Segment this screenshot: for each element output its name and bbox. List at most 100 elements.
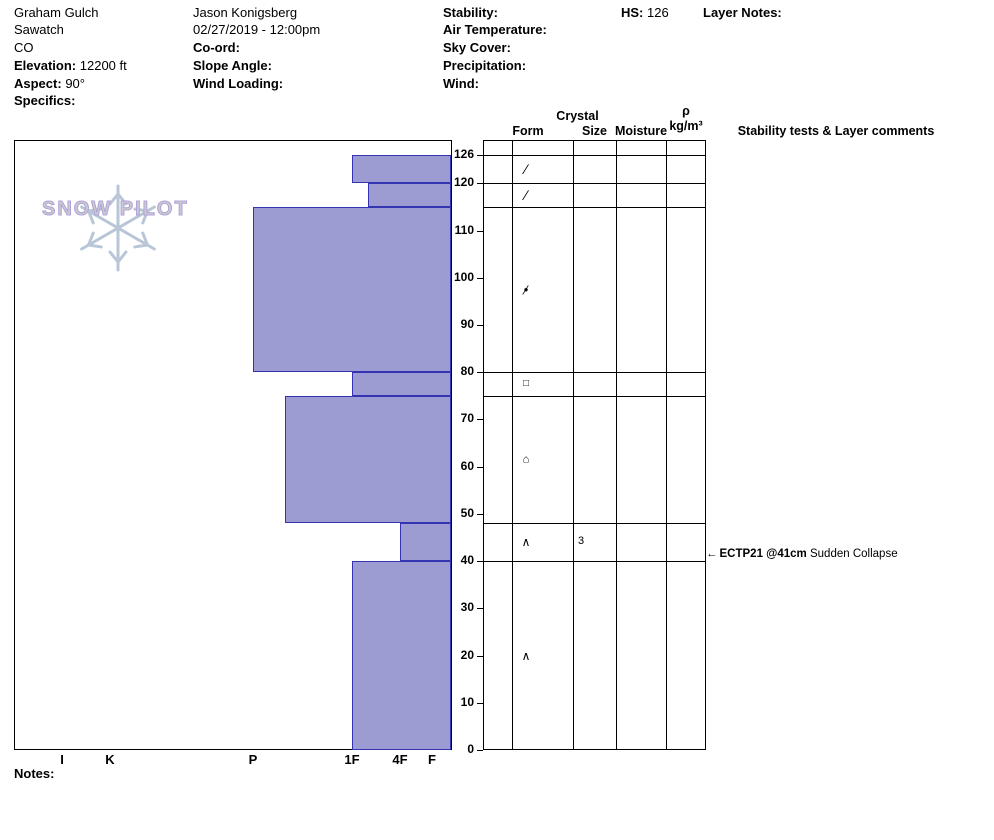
depth-tick-label: 10	[460, 694, 474, 709]
crystal-group-header: Crystal	[556, 109, 599, 123]
specifics-label: Specifics:	[14, 93, 76, 108]
depth-tick-label: 0	[467, 742, 474, 756]
wind-loading-label: Wind Loading:	[193, 76, 284, 91]
depth-tick	[477, 655, 483, 657]
grain-form-symbol: □	[514, 375, 538, 393]
depth-tick	[477, 513, 483, 515]
stability-row: Stability:	[443, 5, 498, 21]
pit-name: Graham Gulch	[14, 5, 99, 20]
observer-name: Jason Konigsberg	[193, 5, 298, 20]
comments-column-header: Stability tests & Layer comments	[737, 124, 935, 138]
grain-glyph: ⌂	[522, 453, 530, 466]
slope-angle-label: Slope Angle:	[193, 58, 272, 73]
depth-tick-label: 40	[460, 553, 474, 568]
hs-label: HS:	[621, 5, 644, 20]
depth-tick	[477, 419, 483, 421]
grain-glyph: □	[522, 378, 530, 390]
stability-label: Stability:	[443, 5, 498, 20]
hardness-axis-label: I	[60, 752, 64, 767]
depth-tick-label: 120	[453, 175, 474, 190]
hardness-axis-label: 1F	[344, 752, 360, 767]
snowpilot-logo: SNOW PILOT	[40, 182, 215, 278]
coord-label: Co-ord:	[193, 40, 240, 55]
grain-glyph: ∕	[524, 161, 528, 178]
coord-row: Co-ord:	[193, 40, 240, 56]
depth-tick	[477, 277, 483, 279]
depth-tick	[477, 155, 483, 156]
depth-tick-label: 30	[460, 600, 474, 615]
depth-tick	[477, 325, 483, 326]
sky-cover-row: Sky Cover:	[443, 40, 511, 56]
depth-tick-label: 80	[460, 364, 474, 379]
snow-layer-bar	[368, 183, 451, 207]
test-arrow-icon: ←	[706, 548, 718, 561]
grain-form-symbol: ⌂	[514, 451, 538, 469]
snow-layer-bar	[352, 372, 451, 396]
depth-tick	[477, 466, 483, 468]
logo-text: SNOW PILOT	[42, 198, 189, 221]
depth-tick	[477, 750, 483, 751]
moisture-column-header: Moisture	[614, 124, 668, 138]
column-divider	[616, 141, 617, 749]
depth-tick-label: 70	[460, 411, 474, 426]
depth-tick	[477, 702, 483, 704]
snow-layer-bar	[352, 155, 451, 184]
precipitation-row: Precipitation:	[443, 58, 526, 74]
density-unit-header: kg/m³	[669, 119, 703, 133]
elevation-row: Elevation: 12200 ft	[14, 58, 127, 74]
snow-layer-bar	[253, 206, 451, 373]
depth-tick-label: 110	[454, 222, 474, 237]
hardness-axis-label: 4F	[392, 752, 408, 767]
snow-layer-bar	[352, 561, 451, 750]
hardness-axis-label: P	[248, 752, 258, 767]
depth-tick	[477, 230, 483, 232]
layer-boundary-line	[483, 206, 706, 208]
depth-tick-label: 20	[460, 647, 474, 662]
depth-tick-label: 50	[460, 505, 474, 520]
sky-cover-label: Sky Cover:	[443, 40, 511, 55]
grain-glyph: ∕	[524, 282, 528, 298]
grain-glyph: ∕	[524, 187, 528, 204]
layer-boundary-line	[483, 523, 706, 525]
test-label: ECTP21 @41cm	[719, 548, 807, 561]
form-column-header: Form	[512, 124, 544, 138]
layer-boundary-line	[483, 372, 706, 374]
air-temperature-row: Air Temperature:	[443, 22, 547, 38]
snowflake-icon	[80, 184, 156, 272]
layer-notes-row: Layer Notes:	[703, 5, 782, 21]
layer-boundary-line	[483, 155, 706, 156]
hs-row: HS: 126	[621, 5, 669, 21]
aspect-label: Aspect:	[14, 76, 62, 91]
layer-notes-label: Layer Notes:	[703, 5, 782, 20]
elevation-value: 12200 ft	[79, 58, 127, 73]
grain-form-symbol: ∕	[514, 160, 538, 178]
grain-glyph: ∧	[521, 535, 531, 550]
observation-datetime: 02/27/2019 - 12:00pm	[193, 22, 321, 37]
notes-label: Notes:	[14, 766, 55, 781]
wind-row: Wind:	[443, 76, 479, 92]
layer-boundary-line	[483, 561, 706, 563]
wind-label: Wind:	[443, 76, 479, 91]
depth-tick	[477, 608, 483, 610]
wind-loading-row: Wind Loading:	[193, 76, 283, 92]
air-temperature-label: Air Temperature:	[443, 22, 547, 37]
grain-form-symbol: ∕	[514, 186, 538, 204]
column-divider	[512, 141, 513, 749]
column-divider	[573, 141, 574, 749]
depth-tick	[477, 561, 483, 563]
depth-tick-label: 90	[460, 317, 474, 331]
slope-angle-row: Slope Angle:	[193, 58, 272, 74]
hs-value: 126	[647, 5, 669, 20]
hardness-axis-label: F	[428, 752, 436, 767]
specifics-row: Specifics:	[14, 93, 75, 109]
size-column-header: Size	[581, 124, 607, 138]
snow-layer-bar	[285, 395, 451, 524]
aspect-row: Aspect: 90°	[14, 76, 85, 92]
depth-tick-label: 126	[453, 147, 474, 161]
depth-tick-label: 100	[453, 269, 474, 284]
grain-form-symbol: ∧	[514, 533, 538, 551]
density-symbol-header: ρ	[682, 104, 690, 118]
hardness-axis-label: K	[105, 752, 115, 767]
test-result: Sudden Collapse	[806, 548, 898, 561]
